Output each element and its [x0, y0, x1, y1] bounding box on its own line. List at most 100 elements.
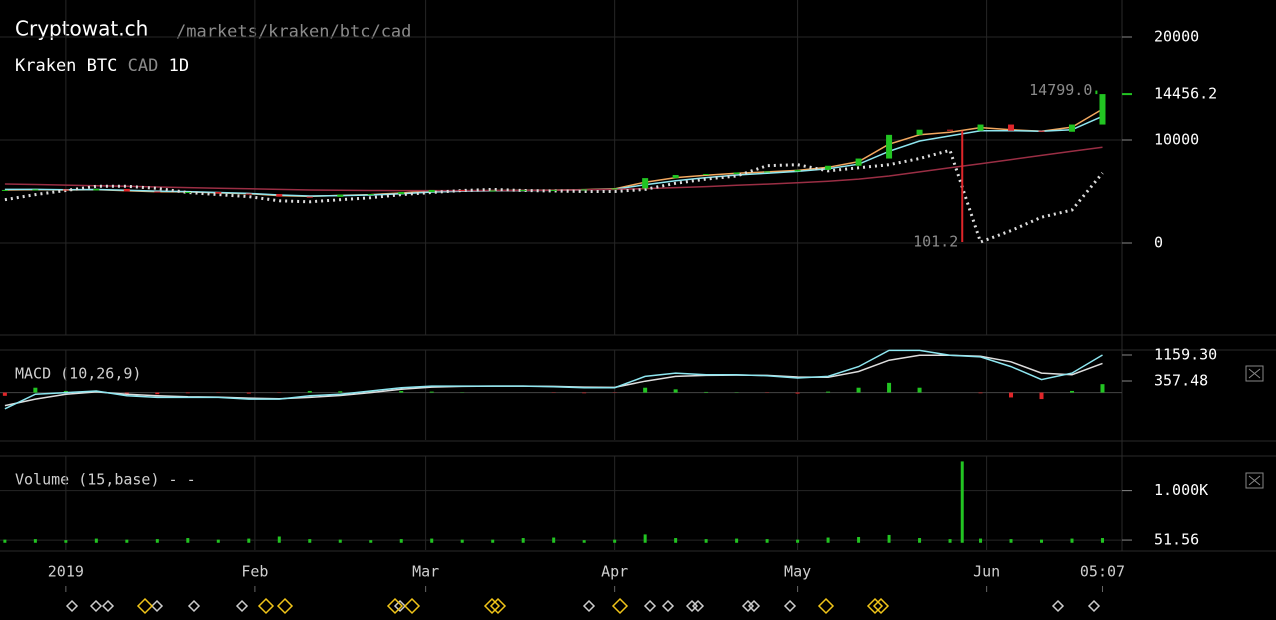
candle [154, 191, 161, 193]
candle [245, 193, 252, 195]
volume-bar [918, 538, 922, 543]
volume-bar [125, 539, 129, 543]
event-markers [66, 598, 1100, 614]
histogram-bar [399, 390, 404, 393]
candle [93, 188, 100, 191]
histogram-bar [63, 390, 68, 393]
histogram-bar [1039, 392, 1044, 400]
histogram-bar [1100, 384, 1105, 393]
histogram-bar [826, 391, 831, 393]
candle [337, 194, 344, 197]
histogram-bar [368, 390, 373, 393]
panel-frames [0, 0, 1276, 552]
candle [733, 172, 740, 174]
candle [459, 189, 466, 191]
candle [184, 192, 191, 194]
x-tick-label: Jun [973, 563, 1000, 581]
candle [367, 194, 374, 196]
volume-bar [460, 539, 464, 543]
candle [276, 194, 283, 197]
histogram-bar [673, 389, 678, 393]
market-label: Kraken BTC CAD 1D [15, 56, 189, 76]
candle [581, 189, 588, 191]
x-tick-label: Feb [241, 563, 268, 581]
candle [32, 189, 39, 191]
url-path: /markets/kraken/btc/cad [176, 22, 411, 42]
volume-title: Volume (15,base) - - [15, 471, 196, 489]
candle [215, 192, 222, 194]
y-tick-label: 51.56 [1154, 531, 1199, 549]
histogram-bar [307, 390, 312, 393]
x-tick-label: Apr [601, 563, 628, 581]
candle [672, 175, 679, 179]
y-tick-label: 1159.30 [1154, 345, 1217, 363]
histogram-bar [246, 392, 251, 394]
histogram-bar [887, 382, 892, 393]
y-tick-label: 10000 [1154, 130, 1199, 148]
x-tick-label: Mar [412, 563, 439, 581]
volume-bar [1070, 538, 1074, 543]
volume-bar [186, 538, 190, 543]
indicator-line [4, 115, 1103, 197]
volume-bar [491, 539, 495, 543]
histogram-bar [795, 392, 800, 394]
volume-bar [765, 539, 769, 543]
macd-line [4, 349, 1103, 410]
base: BTC [87, 56, 118, 76]
histogram-bar [582, 392, 587, 394]
volume-bar [960, 461, 964, 543]
volume-bar [521, 538, 525, 543]
histogram-bar [429, 391, 434, 393]
histogram-bar [124, 392, 129, 395]
volume-bar [3, 539, 7, 543]
volume-bar [430, 538, 434, 543]
volume-bar [155, 539, 159, 543]
candle [398, 192, 405, 195]
close-macd[interactable] [1245, 365, 1264, 382]
macd-title: MACD (10,26,9) [15, 365, 141, 383]
y-tick-label: 0 [1154, 233, 1163, 251]
volume-bar [1040, 539, 1044, 543]
candle [764, 171, 771, 173]
histogram-bar [33, 387, 38, 393]
candle [428, 189, 435, 193]
candle [1, 189, 8, 191]
volume-bar [1009, 539, 1013, 543]
candle [642, 178, 649, 189]
volume-bar [277, 536, 281, 543]
volume-bar [33, 539, 37, 543]
indicator-line [4, 146, 1103, 192]
x-tick-label: May [784, 563, 811, 581]
candle [489, 190, 496, 192]
volume-bar [887, 534, 891, 543]
candle [611, 188, 618, 190]
volume-bar [826, 537, 830, 543]
candle [1099, 94, 1106, 125]
candle [520, 189, 527, 191]
volume-bar [948, 539, 952, 543]
histogram-bar [2, 392, 7, 396]
histogram-bar [1069, 390, 1074, 393]
histogram-bar [1009, 392, 1014, 398]
volume-bar [643, 534, 647, 543]
volume-bar [582, 540, 586, 543]
histogram-bar [155, 392, 160, 395]
x-tick-label: 05:07 [1080, 563, 1125, 581]
histogram-bar [704, 391, 709, 393]
candle [703, 173, 710, 176]
candle [886, 134, 893, 159]
quote: CAD [128, 56, 159, 76]
histogram-bar [338, 391, 343, 393]
volume-bar [369, 540, 373, 543]
volume-bar [94, 538, 98, 543]
indicator-line [4, 108, 1103, 198]
candle [977, 124, 984, 131]
volume-bar [613, 539, 617, 543]
close-volume[interactable] [1245, 472, 1264, 489]
histogram-bar [917, 387, 922, 393]
candle [550, 189, 557, 191]
candle [794, 169, 801, 172]
histogram-bar [856, 387, 861, 393]
volume-bar [308, 539, 312, 543]
